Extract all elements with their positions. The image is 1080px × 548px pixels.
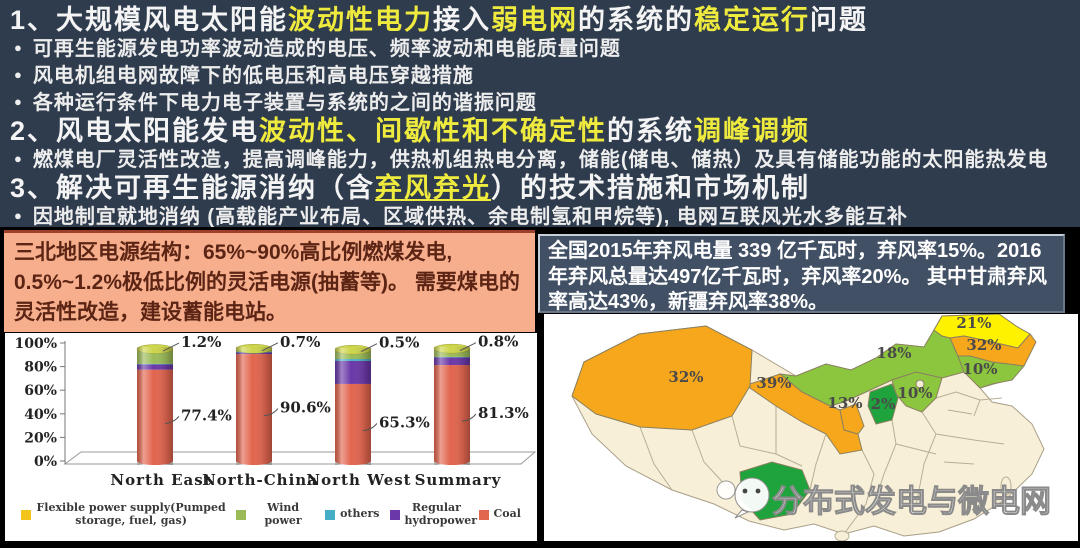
coal-value-label: 81.3% [478, 404, 529, 422]
x-category-label: Summary [415, 471, 502, 489]
topic-heading-4: 2、风电太阳能发电波动性、间歇性和不确定性的系统调峰调频 [10, 116, 1080, 146]
legend-item: Coal [479, 508, 521, 521]
bullet-icon: ● [14, 208, 23, 223]
coal-value-label: 65.3% [379, 413, 430, 431]
text-run: 3、 [10, 173, 56, 203]
presentation-slide: 1、大规模风电太阳能波动性电力接入弱电网的系统的稳定运行问题 ● 可再生能源发电功率… [0, 0, 1080, 548]
callout-sanbei-box: 三北地区电源结构：65%~90%高比例燃煤发电, 0.5%~1.2%极低比例的灵… [4, 230, 535, 332]
callout-curtailment-text: 全国2015年弃风电量 339 亿千瓦时，弃风率15%。2016年弃风总量达49… [548, 240, 1047, 313]
bar-shading [236, 347, 272, 465]
wechat-bubble-icon [735, 478, 769, 512]
text-run: 的系统 [607, 116, 694, 146]
map-percentage-label: 10% [897, 384, 932, 402]
x-category-label: North East [110, 471, 211, 489]
legend-swatch-icon [21, 510, 31, 520]
bullet-icon: ● [14, 94, 23, 109]
text-run: 问题 [810, 5, 868, 35]
watermark-text: 分布式发电与微电网 [772, 484, 1051, 520]
y-tick-label: 100% [14, 336, 57, 352]
text-run: 稳定运行 [694, 5, 810, 35]
china-curtailment-map: 32%39%13%18%21%32%10%10%2% 分布式发电与微电网 [544, 314, 1078, 541]
text-run: 大规模风电太阳能 [56, 5, 288, 35]
legend-swatch-icon [479, 510, 489, 520]
legend-label: others [340, 508, 379, 521]
flexible-value-label: 0.7% [280, 333, 320, 351]
map-region-xinjiang [572, 326, 752, 430]
text-run: 风电太阳能发电 [56, 116, 259, 146]
bullet-icon: ● [14, 151, 23, 166]
topic-list: 1、大规模风电太阳能波动性电力接入弱电网的系统的稳定运行问题 ● 可再生能源发电功率… [0, 0, 1080, 227]
legend-swatch-icon [325, 510, 335, 520]
x-category-label: North West [306, 471, 411, 489]
map-percentage-label: 10% [962, 360, 997, 378]
flexible-value-label: 0.5% [379, 334, 419, 352]
chart-legend: Flexible power supply(Pumped storage, fu… [5, 502, 537, 527]
text-run: 波动性电力 [288, 5, 433, 35]
map-percentage-label: 21% [956, 314, 991, 332]
bullet-icon: ● [14, 40, 23, 55]
text-run: 波动性、间歇性和不确定性 [259, 116, 607, 146]
y-tick-label: 20% [24, 430, 57, 446]
legend-label: Wind power [251, 502, 315, 527]
coal-value-label: 77.4% [181, 406, 232, 424]
y-tick-label: 40% [24, 407, 57, 423]
legend-label: Regular hydropower [405, 502, 469, 527]
bar-shading [137, 347, 173, 465]
legend-swatch-icon [236, 510, 246, 520]
text-run: ）的技术措施和市场机制 [491, 173, 810, 203]
bar-shading [434, 347, 470, 465]
bar-shading [335, 348, 371, 465]
curtailment-map-panel: 32%39%13%18%21%32%10%10%2% 分布式发电与微电网 [544, 314, 1078, 541]
legend-swatch-icon [390, 510, 400, 520]
flexible-value-label: 1.2% [181, 333, 221, 351]
topic-bullet-5: ● 燃煤电厂灵活性改造，提高调峰能力，供热机组热电分离，储能(储电、储热）及具有储… [10, 146, 1080, 173]
wechat-bubble-small-icon [717, 481, 735, 499]
bullet-icon: ● [14, 67, 23, 82]
map-percentage-label: 18% [876, 344, 911, 362]
wechat-eye-icon [743, 489, 748, 494]
y-tick-label: 60% [24, 383, 57, 399]
wechat-eye-icon [756, 489, 761, 494]
y-tick-label: 0% [34, 454, 57, 470]
text-run: 各种运行条件下电力电子装置与系统的之间的谐振问题 [33, 92, 537, 114]
text-run: 调峰调频 [694, 116, 810, 146]
text-run: 1、 [10, 5, 56, 35]
legend-item: Flexible power supply(Pumped storage, fu… [21, 502, 226, 527]
text-run: 接入 [433, 5, 491, 35]
topic-heading-6: 3、解决可再生能源消纳（含弃风弃光）的技术措施和市场机制 [10, 173, 1080, 203]
y-tick-label: 80% [24, 360, 57, 376]
topic-bullet-7: ● 因地制宜就地消纳 (高载能产业布局、区域供热、余电制氢和甲烷等), 电网互联风… [10, 203, 1080, 230]
legend-item: others [325, 508, 379, 521]
text-run: 可再生能源发电功率波动造成的电压、频率波动和电能质量问题 [33, 38, 621, 60]
map-percentage-label: 39% [756, 374, 791, 392]
legend-item: Regular hydropower [390, 502, 469, 527]
map-percentage-label: 13% [827, 394, 862, 412]
flexible-value-label: 0.8% [478, 333, 518, 351]
x-category-label: North-China [202, 471, 318, 489]
topic-heading-0: 1、大规模风电太阳能波动性电力接入弱电网的系统的稳定运行问题 [10, 5, 1080, 35]
map-percentage-label: 32% [668, 368, 703, 386]
legend-label: Coal [494, 508, 521, 521]
map-percentage-label: 2% [871, 395, 896, 413]
text-run: 风电机组电网故障下的低电压和高电压穿越措施 [33, 65, 474, 87]
topic-bullet-2: ● 风电机组电网故障下的低电压和高电压穿越措施 [10, 62, 1080, 89]
topic-bullet-3: ● 各种运行条件下电力电子装置与系统的之间的谐振问题 [10, 89, 1080, 116]
topic-bullet-1: ● 可再生能源发电功率波动造成的电压、频率波动和电能质量问题 [10, 35, 1080, 62]
text-run: 弱电网 [491, 5, 578, 35]
text-run: 2、 [10, 116, 56, 146]
callout-sanbei-text: 三北地区电源结构：65%~90%高比例燃煤发电, 0.5%~1.2%极低比例的灵… [14, 241, 520, 324]
map-percentage-label: 32% [966, 336, 1001, 354]
legend-item: Wind power [236, 502, 315, 527]
coal-value-label: 90.6% [280, 399, 331, 417]
text-run: 因地制宜就地消纳 (高载能产业布局、区域供热、余电制氢和甲烷等), 电网互联风光… [33, 206, 908, 228]
text-run: 燃煤电厂灵活性改造，提高调峰能力，供热机组热电分离，储能(储电、储热）及具有储能… [33, 149, 1049, 171]
stacked-bar-chart: 100% 80% 60% 40% 20% 0% 1.2% 77.4% North East 0.7… [5, 333, 537, 496]
power-structure-chart-panel: 100% 80% 60% 40% 20% 0% 1.2% 77.4% North East 0.7… [5, 333, 537, 541]
legend-label: Flexible power supply(Pumped storage, fu… [36, 502, 226, 527]
callout-curtailment-box: 全国2015年弃风电量 339 亿千瓦时，弃风率15%。2016年弃风总量达49… [538, 234, 1065, 313]
text-run: 弃风弃光 [375, 173, 491, 203]
text-run: 的系统的 [578, 5, 694, 35]
text-run: 解决可再生能源消纳（含 [56, 173, 375, 203]
